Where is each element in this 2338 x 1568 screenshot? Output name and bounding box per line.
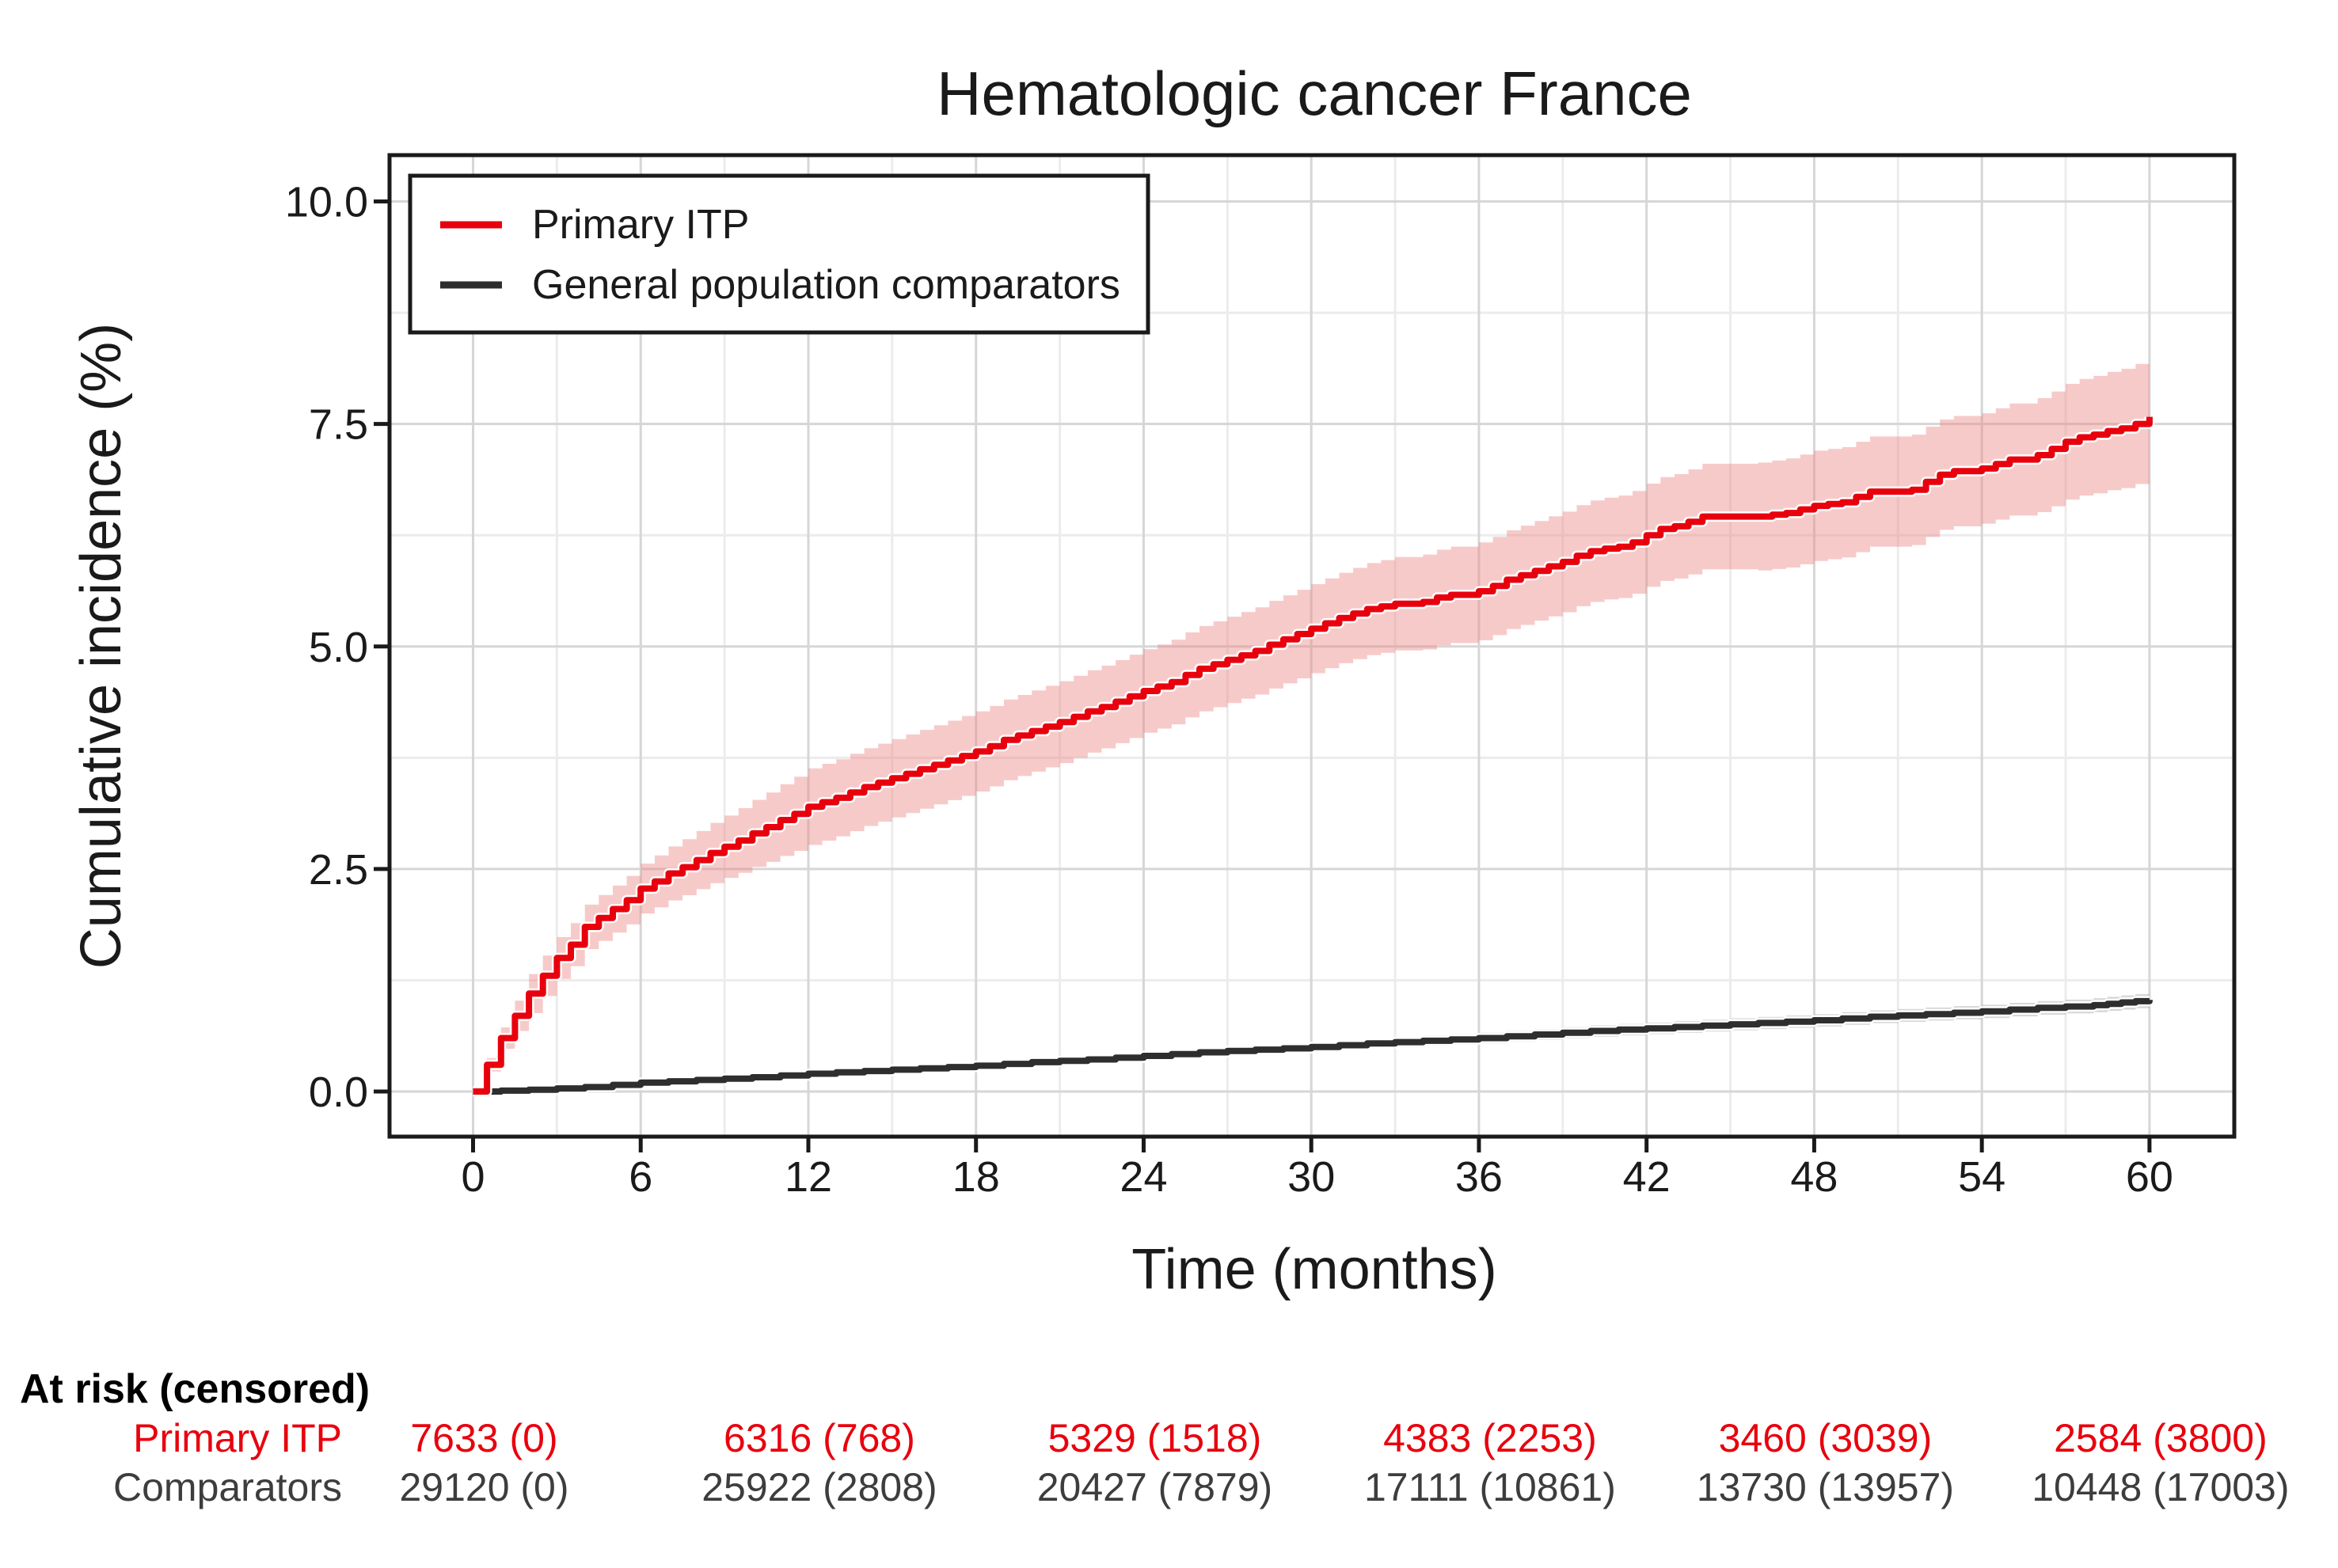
legend-line-samples	[440, 221, 502, 289]
x-tick-label: 6	[629, 1153, 652, 1201]
x-axis-title: Time (months)	[1131, 1238, 1496, 1301]
risk-row-label-comparators: Comparators	[113, 1465, 342, 1509]
y-tick-label: 7.5	[309, 401, 368, 449]
series-layer	[473, 356, 2155, 1097]
y-tick-label: 0.0	[309, 1069, 368, 1116]
y-tick-label: 10.0	[285, 179, 368, 226]
y-tick-label: 2.5	[309, 846, 368, 894]
risk-table: At risk (censored) Primary ITP Comparato…	[20, 1366, 2290, 1509]
risk-value: 20427 (7879)	[1037, 1465, 1272, 1509]
confidence-band	[473, 356, 2150, 1092]
risk-value: 29120 (0)	[399, 1465, 568, 1509]
y-axis-title: Cumulative incidence (%)	[70, 323, 133, 969]
x-tick-label: 54	[1958, 1153, 2005, 1201]
legend-box	[408, 173, 1150, 335]
risk-value: 10448 (17003)	[2032, 1465, 2289, 1509]
x-tick-label: 30	[1287, 1153, 1335, 1201]
risk-value: 25922 (2808)	[701, 1465, 937, 1509]
plot-panel: 0 6 12 18 24 30 36 42 48 54 60 0.0 2.5 5.0 7.5 10.0	[285, 153, 2237, 1202]
risk-value: 17111 (10861)	[1364, 1465, 1616, 1509]
y-tick-label: 5.0	[309, 624, 368, 671]
x-tick-label: 24	[1120, 1153, 1167, 1201]
page-title: Hematologic cancer France	[937, 59, 1692, 128]
risk-value: 6316 (768)	[724, 1416, 915, 1460]
risk-value: 4383 (2253)	[1383, 1416, 1597, 1460]
risk-value: 3460 (3039)	[1719, 1416, 1933, 1460]
risk-table-header: At risk (censored)	[20, 1366, 370, 1412]
risk-value: 5329 (1518)	[1048, 1416, 1262, 1460]
risk-row-label-primary-itp: Primary ITP	[133, 1416, 342, 1460]
risk-value: 2584 (3800)	[2054, 1416, 2268, 1460]
x-tick-label: 36	[1455, 1153, 1503, 1201]
risk-values: 7633 (0) 6316 (768) 5329 (1518) 4383 (2253)…	[399, 1416, 2289, 1509]
legend-label-comparators: General population comparators	[532, 262, 1120, 308]
legend: Primary ITP General population comparato…	[408, 173, 1150, 335]
risk-value: 13730 (13957)	[1697, 1465, 1954, 1509]
axis-ticks	[374, 199, 2152, 1152]
legend-label-primary-itp: Primary ITP	[532, 202, 749, 248]
axis-tick-labels: 0 6 12 18 24 30 36 42 48 54 60 0.0 2.5 5.0 7.5 10.0	[285, 179, 2173, 1202]
x-tick-label: 0	[461, 1153, 485, 1201]
x-tick-label: 42	[1623, 1153, 1671, 1201]
x-tick-label: 18	[952, 1153, 1000, 1201]
x-tick-label: 48	[1790, 1153, 1838, 1201]
x-tick-label: 60	[2126, 1153, 2173, 1201]
curve-primary-itp	[473, 416, 2153, 1095]
risk-value: 7633 (0)	[410, 1416, 557, 1460]
curve-comparators	[473, 997, 2153, 1095]
x-tick-label: 12	[785, 1153, 832, 1201]
